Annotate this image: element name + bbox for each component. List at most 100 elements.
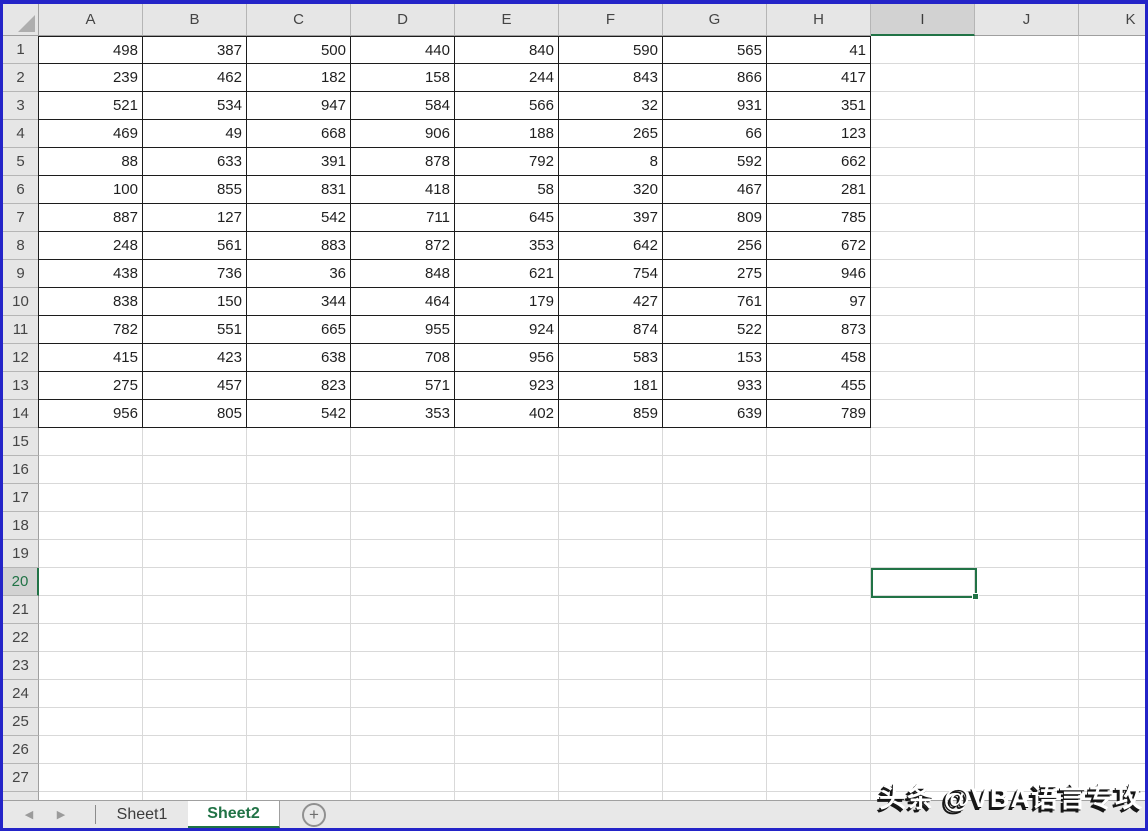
cell-G12[interactable]: 153 <box>663 344 767 372</box>
cell-I3[interactable] <box>871 92 975 120</box>
cell-C15[interactable] <box>247 428 351 456</box>
row-header-17[interactable]: 17 <box>3 484 39 512</box>
cell-G26[interactable] <box>663 736 767 764</box>
cell-D25[interactable] <box>351 708 455 736</box>
cell-A22[interactable] <box>39 624 143 652</box>
cell-E20[interactable] <box>455 568 559 596</box>
cell-G21[interactable] <box>663 596 767 624</box>
row-header-4[interactable]: 4 <box>3 120 39 148</box>
cell-A[interactable] <box>39 792 143 800</box>
cell-K27[interactable] <box>1079 764 1145 792</box>
cell-F14[interactable]: 859 <box>559 400 663 428</box>
cell-D23[interactable] <box>351 652 455 680</box>
cell-D26[interactable] <box>351 736 455 764</box>
cell-C14[interactable]: 542 <box>247 400 351 428</box>
cell-B1[interactable]: 387 <box>143 36 247 64</box>
cell-D[interactable] <box>351 792 455 800</box>
cell-B14[interactable]: 805 <box>143 400 247 428</box>
cell-C1[interactable]: 500 <box>247 36 351 64</box>
row-header-12[interactable]: 12 <box>3 344 39 372</box>
cell-E25[interactable] <box>455 708 559 736</box>
row-header-27[interactable]: 27 <box>3 764 39 792</box>
cell-D10[interactable]: 464 <box>351 288 455 316</box>
cell-A9[interactable]: 438 <box>38 260 143 288</box>
cell-A18[interactable] <box>39 512 143 540</box>
cell-D4[interactable]: 906 <box>351 120 455 148</box>
cell-G10[interactable]: 761 <box>663 288 767 316</box>
cell-A20[interactable] <box>39 568 143 596</box>
cell-A27[interactable] <box>39 764 143 792</box>
cell-F6[interactable]: 320 <box>559 176 663 204</box>
cell-K11[interactable] <box>1079 316 1145 344</box>
cell-E21[interactable] <box>455 596 559 624</box>
cell-H26[interactable] <box>767 736 871 764</box>
cell-E16[interactable] <box>455 456 559 484</box>
cell-B27[interactable] <box>143 764 247 792</box>
cell-A2[interactable]: 239 <box>38 64 143 92</box>
column-header-B[interactable]: B <box>143 4 247 36</box>
cell-D2[interactable]: 158 <box>351 64 455 92</box>
cell-C16[interactable] <box>247 456 351 484</box>
cell-D24[interactable] <box>351 680 455 708</box>
cell-G6[interactable]: 467 <box>663 176 767 204</box>
cell-G22[interactable] <box>663 624 767 652</box>
cell-A8[interactable]: 248 <box>38 232 143 260</box>
cell-B10[interactable]: 150 <box>143 288 247 316</box>
cell-D9[interactable]: 848 <box>351 260 455 288</box>
cell-E27[interactable] <box>455 764 559 792</box>
cell-E13[interactable]: 923 <box>455 372 559 400</box>
cell-I5[interactable] <box>871 148 975 176</box>
cell-I23[interactable] <box>871 652 975 680</box>
cell-F21[interactable] <box>559 596 663 624</box>
cell-D5[interactable]: 878 <box>351 148 455 176</box>
cell-B21[interactable] <box>143 596 247 624</box>
cell-C18[interactable] <box>247 512 351 540</box>
cell-G3[interactable]: 931 <box>663 92 767 120</box>
cell-C3[interactable]: 947 <box>247 92 351 120</box>
cell-F5[interactable]: 8 <box>559 148 663 176</box>
cell-E12[interactable]: 956 <box>455 344 559 372</box>
cell-A21[interactable] <box>39 596 143 624</box>
cell-H3[interactable]: 351 <box>767 92 871 120</box>
cell-C4[interactable]: 668 <box>247 120 351 148</box>
cell-D1[interactable]: 440 <box>351 36 455 64</box>
cell-J22[interactable] <box>975 624 1079 652</box>
cell-F1[interactable]: 590 <box>559 36 663 64</box>
column-header-H[interactable]: H <box>767 4 871 36</box>
row-header-20[interactable]: 20 <box>3 568 39 596</box>
column-header-F[interactable]: F <box>559 4 663 36</box>
cell-K4[interactable] <box>1079 120 1145 148</box>
cell-B16[interactable] <box>143 456 247 484</box>
cell-B3[interactable]: 534 <box>143 92 247 120</box>
cell-B13[interactable]: 457 <box>143 372 247 400</box>
cell-H24[interactable] <box>767 680 871 708</box>
cell-B19[interactable] <box>143 540 247 568</box>
cell-H4[interactable]: 123 <box>767 120 871 148</box>
row-header-2[interactable]: 2 <box>3 64 39 92</box>
cell-B25[interactable] <box>143 708 247 736</box>
cell-D18[interactable] <box>351 512 455 540</box>
cell-F8[interactable]: 642 <box>559 232 663 260</box>
cell-C7[interactable]: 542 <box>247 204 351 232</box>
cell-B23[interactable] <box>143 652 247 680</box>
cell-E18[interactable] <box>455 512 559 540</box>
cell-F24[interactable] <box>559 680 663 708</box>
cell-C9[interactable]: 36 <box>247 260 351 288</box>
cell-J16[interactable] <box>975 456 1079 484</box>
cell-F25[interactable] <box>559 708 663 736</box>
cell-H1[interactable]: 41 <box>767 36 871 64</box>
cell-A5[interactable]: 88 <box>38 148 143 176</box>
cell-D21[interactable] <box>351 596 455 624</box>
cell-F3[interactable]: 32 <box>559 92 663 120</box>
cell-J14[interactable] <box>975 400 1079 428</box>
cell-B4[interactable]: 49 <box>143 120 247 148</box>
cell-K1[interactable] <box>1079 36 1145 64</box>
row-header-21[interactable]: 21 <box>3 596 39 624</box>
cell-J1[interactable] <box>975 36 1079 64</box>
cell-H22[interactable] <box>767 624 871 652</box>
cell-E10[interactable]: 179 <box>455 288 559 316</box>
cell-J15[interactable] <box>975 428 1079 456</box>
cell-I11[interactable] <box>871 316 975 344</box>
cell-G17[interactable] <box>663 484 767 512</box>
cell-J25[interactable] <box>975 708 1079 736</box>
